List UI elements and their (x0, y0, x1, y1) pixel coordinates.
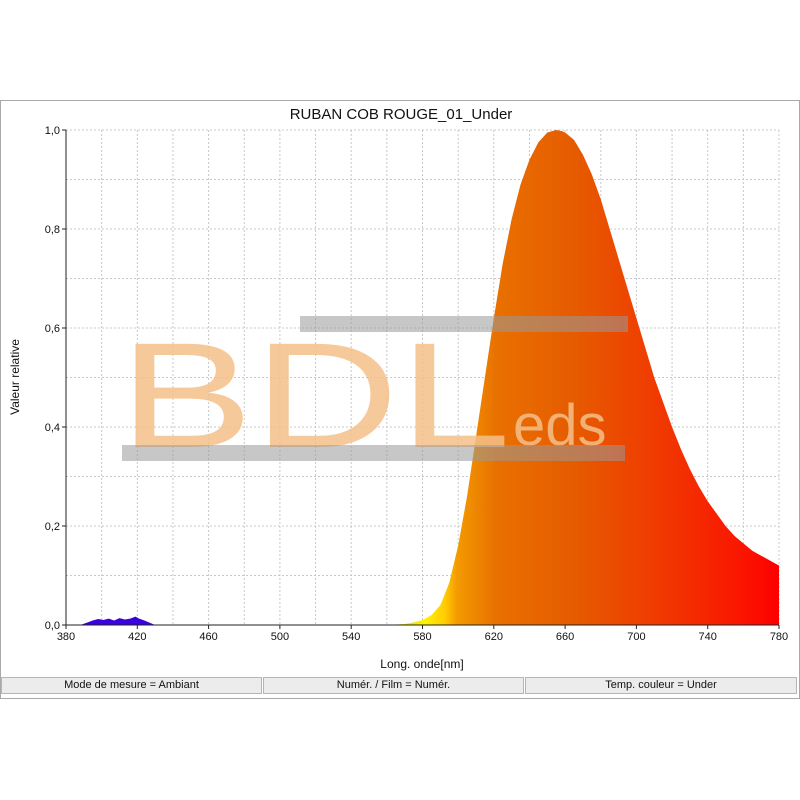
red-peak-area (386, 130, 779, 625)
x-tick-label: 580 (413, 631, 431, 643)
x-tick-label: 540 (342, 631, 360, 643)
x-tick-label: 700 (627, 631, 645, 643)
y-tick-label: 1,0 (45, 125, 60, 137)
x-tick-label: 500 (271, 631, 289, 643)
x-tick-label: 660 (556, 631, 574, 643)
chart-svg: BDL eds 380 420 460 500 540 580 620 660 700 740 780… (8, 106, 788, 671)
status-bar: Mode de mesure = Ambiant Numér. / Film =… (1, 677, 797, 694)
y-tick-label: 0,0 (45, 620, 60, 632)
status-color-temp: Temp. couleur = Under (525, 677, 797, 694)
watermark-logo: BDL eds (119, 311, 628, 479)
x-tick-label: 380 (57, 631, 75, 643)
x-axis-label: Long. onde[nm] (380, 657, 463, 671)
x-tick-label: 420 (128, 631, 146, 643)
watermark-bar-bottom (122, 445, 625, 461)
y-tick-label: 0,2 (45, 521, 60, 533)
x-tick-label: 780 (770, 631, 788, 643)
y-tick-label: 0,4 (45, 422, 60, 434)
spectrum-area (66, 130, 779, 625)
axes: 380 420 460 500 540 580 620 660 700 740 780 0,0 0,2 0… (45, 125, 788, 643)
watermark-bar-top (300, 316, 628, 332)
chart-title: RUBAN COB ROUGE_01_Under (290, 106, 513, 123)
uv-peak-area (66, 616, 156, 625)
status-measure-mode: Mode de mesure = Ambiant (1, 677, 262, 694)
y-tick-label: 0,8 (45, 224, 60, 236)
y-axis-label: Valeur relative (8, 339, 22, 415)
x-tick-label: 740 (699, 631, 717, 643)
status-numeric-film: Numér. / Film = Numér. (263, 677, 524, 694)
y-tick-label: 0,6 (45, 323, 60, 335)
chart-window: BDL eds 380 420 460 500 540 580 620 660 700 740 780… (0, 100, 800, 699)
x-tick-label: 460 (199, 631, 217, 643)
x-tick-label: 620 (485, 631, 503, 643)
